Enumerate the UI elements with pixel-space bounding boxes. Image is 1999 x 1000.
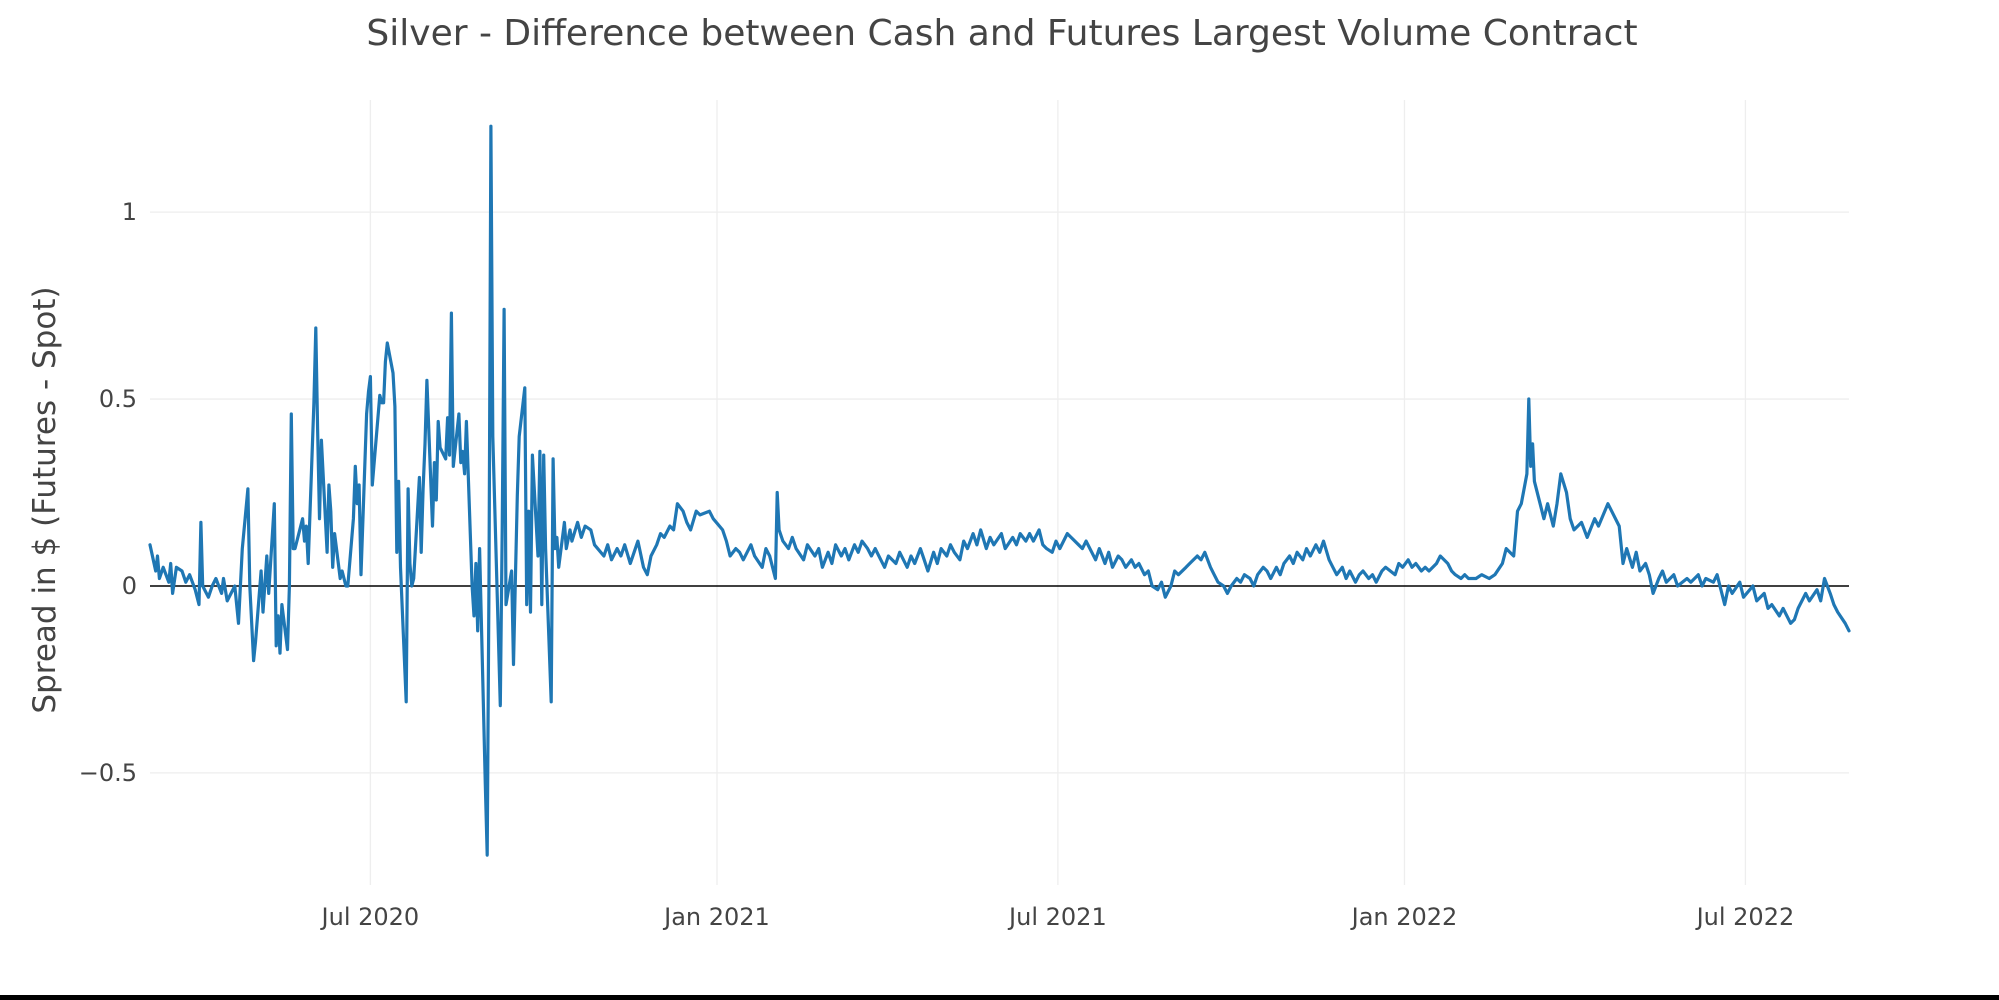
y-tick-label: 0 xyxy=(122,572,137,600)
x-tick-label: Jul 2020 xyxy=(320,903,420,931)
series-layer xyxy=(148,124,1851,857)
y-tick-label: 1 xyxy=(122,198,137,226)
x-tick-label: Jan 2021 xyxy=(662,903,770,931)
x-axis-ticks: Jul 2020 Jan 2021 Jul 2021 Jan 2022 Jul 2022 xyxy=(320,903,1795,931)
series-line xyxy=(148,124,1851,857)
y-tick-label: −0.5 xyxy=(79,759,137,787)
x-tick-label: Jul 2022 xyxy=(1695,903,1795,931)
grid xyxy=(150,100,1849,885)
y-axis-label: Spread in $ (Futures - Spot) xyxy=(27,286,63,713)
x-tick-label: Jan 2022 xyxy=(1350,903,1458,931)
y-axis-ticks: 1 0.5 0 −0.5 xyxy=(79,198,137,787)
chart-title: Silver - Difference between Cash and Fut… xyxy=(366,13,1637,54)
x-tick-label: Jul 2021 xyxy=(1007,903,1107,931)
y-tick-label: 0.5 xyxy=(99,385,137,413)
bottom-border xyxy=(0,995,1999,1000)
